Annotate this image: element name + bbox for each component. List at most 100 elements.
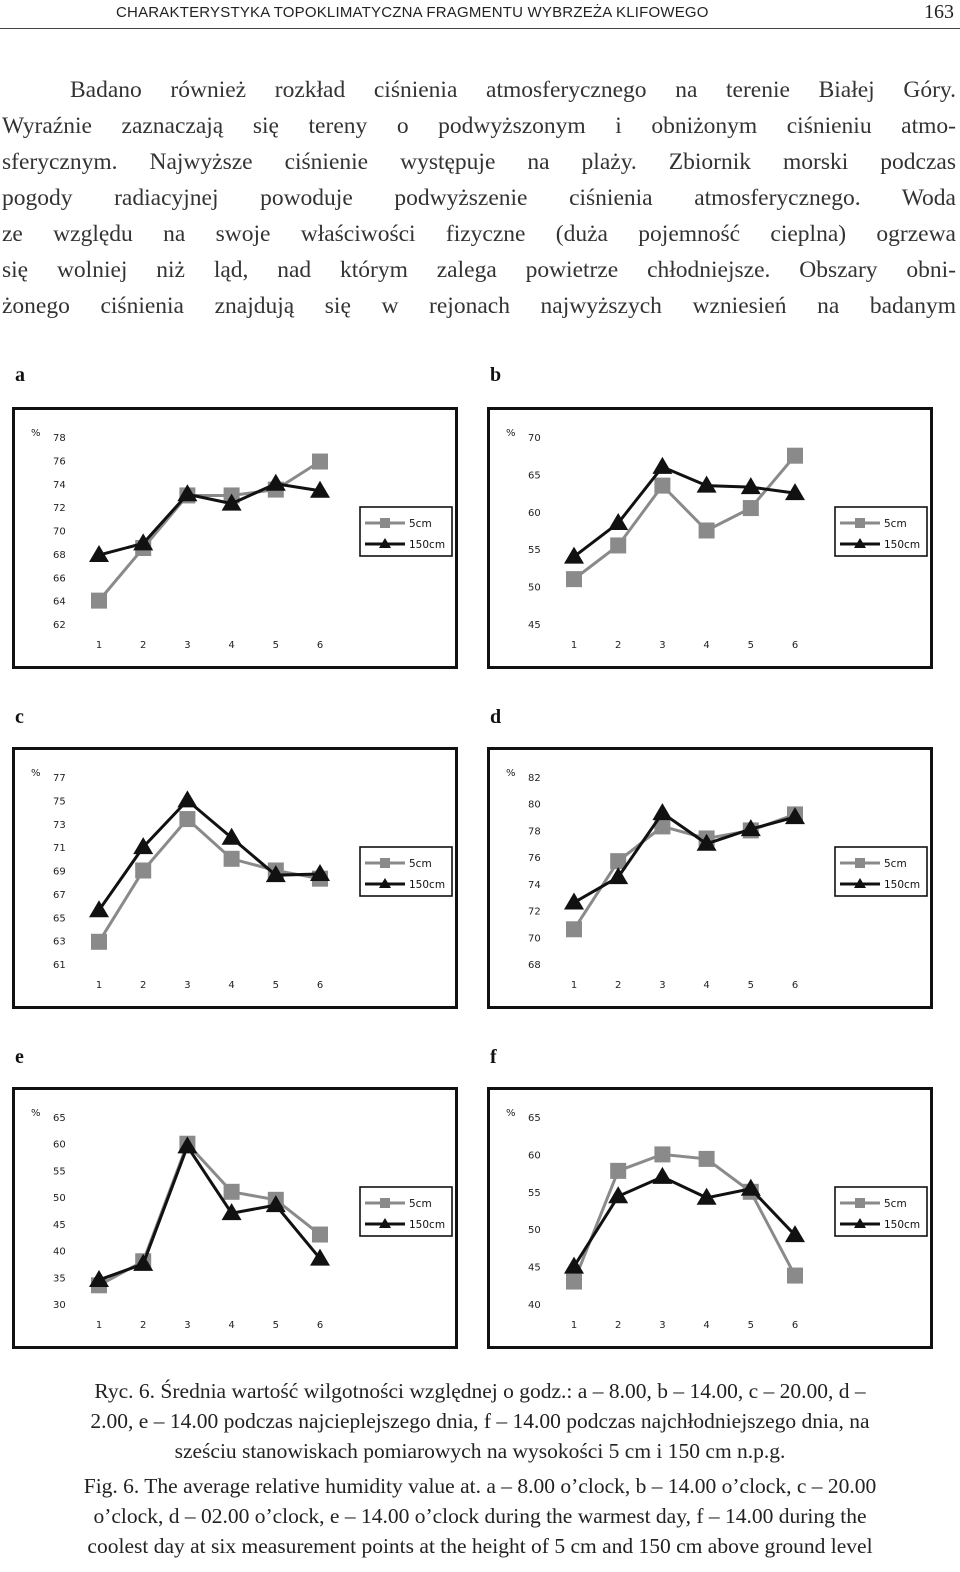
y-tick-label: 45 [528, 620, 541, 631]
x-tick-label: 2 [615, 640, 621, 651]
body-line: żonego ciśnienia znajdują się w rejonach… [2, 293, 956, 319]
data-point-150cm [133, 533, 154, 551]
x-tick-label: 1 [571, 1320, 577, 1331]
series-line-150cm [98, 482, 321, 557]
panel-label-e: e [15, 1046, 24, 1068]
y-tick-label: 50 [528, 583, 541, 594]
data-point-5cm [787, 447, 803, 464]
x-tick-label: 3 [659, 980, 665, 991]
legend-marker-5cm [380, 1198, 390, 1208]
data-point-5cm [610, 1162, 627, 1179]
y-tick-label: 45 [53, 1220, 66, 1231]
data-point-150cm [740, 1178, 761, 1196]
legend-label-5cm: 5cm [409, 1198, 432, 1210]
data-point-150cm [740, 477, 761, 495]
caption-english: Fig. 6. The average relative humidity va… [0, 1471, 960, 1561]
series-line-5cm [97, 460, 321, 602]
data-point-150cm [133, 1253, 154, 1271]
data-point-150cm [564, 546, 584, 564]
chart-svg: % 68 70 72 74 76 78 80 82 1 2 3 4 5 6 5cm 150cm [506, 768, 928, 991]
body-line: pogody radiacyjnej powoduje podwyższenie… [2, 185, 956, 211]
data-point-5cm [566, 921, 582, 938]
y-tick-label: 63 [53, 937, 66, 948]
y-tick-label: 69 [53, 867, 66, 878]
x-tick-label: 5 [273, 1320, 279, 1331]
data-point-150cm [652, 1166, 673, 1184]
y-tick-label: 65 [528, 1113, 541, 1124]
data-point-5cm [566, 1273, 582, 1290]
data-point-150cm [652, 803, 673, 821]
chart-panel-f: % 40 45 50 55 60 65 1 2 3 4 5 6 5cm 150cm [487, 1087, 933, 1349]
x-tick-label: 5 [273, 640, 279, 651]
y-tick-label: 50 [53, 1193, 66, 1204]
data-point-5cm [698, 522, 715, 539]
y-tick-label: 77 [53, 773, 66, 784]
chart-panel-e: % 30 35 40 45 50 55 60 65 1 2 3 4 5 6 5cm 150cm [12, 1087, 458, 1349]
y-tick-label: 71 [53, 843, 66, 854]
data-point-5cm [91, 933, 107, 950]
data-point-150cm [696, 1187, 717, 1205]
x-tick-label: 2 [140, 640, 146, 651]
x-tick-label: 6 [792, 1320, 798, 1331]
y-tick-label: 80 [528, 800, 541, 811]
x-tick-label: 5 [748, 640, 754, 651]
chart-legend: 5cm 150cm [834, 1186, 928, 1237]
x-tick-label: 1 [571, 980, 577, 991]
caption-line: coolest day at six measurement points at… [87, 1534, 873, 1558]
body-line: Badano również rozkład ciśnienia atmosfe… [70, 77, 956, 103]
y-tick-label: 74 [53, 480, 66, 491]
x-tick-label: 4 [228, 980, 234, 991]
data-point-5cm [312, 1226, 328, 1243]
y-axis-unit-label: % [31, 1108, 41, 1119]
legend-marker-5cm [855, 1198, 865, 1208]
data-point-150cm [652, 456, 673, 474]
series-line-5cm [573, 454, 797, 581]
y-tick-label: 62 [53, 620, 66, 631]
chart-panel-a: % 62 64 66 68 70 72 74 76 78 1 2 3 4 5 6 5cm 150cm [12, 407, 458, 669]
figure-caption: Ryc. 6. Średnia wartość wilgotności wzgl… [0, 1376, 960, 1561]
y-axis-unit-label: % [506, 768, 516, 779]
legend-marker-150cm [854, 1218, 866, 1228]
body-paragraph: Badano również rozkład ciśnienia atmosfe… [2, 72, 956, 324]
data-point-5cm [223, 1183, 240, 1200]
body-line: sferycznym. Najwyższe ciśnienie występuj… [2, 149, 956, 175]
panel-label-b: b [490, 364, 502, 386]
data-point-5cm [654, 1146, 671, 1163]
running-header-title: CHARAKTERYSTYKA TOPOKLIMATYCZNA FRAGMENT… [116, 4, 709, 21]
data-point-150cm [265, 473, 286, 491]
data-point-150cm [265, 1195, 286, 1213]
chart-legend: 5cm 150cm [834, 506, 928, 557]
data-point-5cm [787, 1267, 803, 1284]
legend-marker-150cm [379, 878, 391, 888]
body-line: ze względu na swoje właściwości fizyczne… [2, 221, 956, 247]
data-point-150cm [785, 1225, 805, 1243]
x-tick-label: 6 [317, 640, 323, 651]
legend-label-150cm: 150cm [409, 539, 445, 551]
data-point-5cm [654, 477, 671, 494]
data-point-5cm [223, 850, 240, 867]
series-line-5cm [98, 1140, 321, 1287]
data-point-150cm [177, 1136, 198, 1154]
y-tick-label: 82 [528, 773, 541, 784]
caption-line: Fig. 6. The average relative humidity va… [83, 1474, 877, 1498]
data-point-150cm [89, 900, 109, 918]
data-point-5cm [179, 811, 196, 828]
y-tick-label: 72 [528, 907, 541, 918]
data-point-150cm [608, 513, 629, 531]
y-axis-unit-label: % [506, 1108, 516, 1119]
legend-marker-150cm [854, 878, 866, 888]
series-line-5cm [572, 1152, 797, 1283]
data-point-150cm [310, 480, 330, 498]
legend-marker-5cm [380, 858, 390, 868]
x-tick-label: 4 [703, 640, 709, 651]
x-tick-label: 6 [792, 980, 798, 991]
y-tick-label: 74 [528, 880, 541, 891]
y-tick-label: 61 [53, 960, 66, 971]
y-tick-label: 70 [53, 527, 66, 538]
legend-label-5cm: 5cm [884, 1198, 907, 1210]
x-tick-label: 4 [703, 980, 709, 991]
data-point-5cm [698, 1150, 715, 1167]
x-tick-label: 3 [184, 640, 190, 651]
x-tick-label: 5 [273, 980, 279, 991]
data-point-150cm [696, 475, 717, 493]
